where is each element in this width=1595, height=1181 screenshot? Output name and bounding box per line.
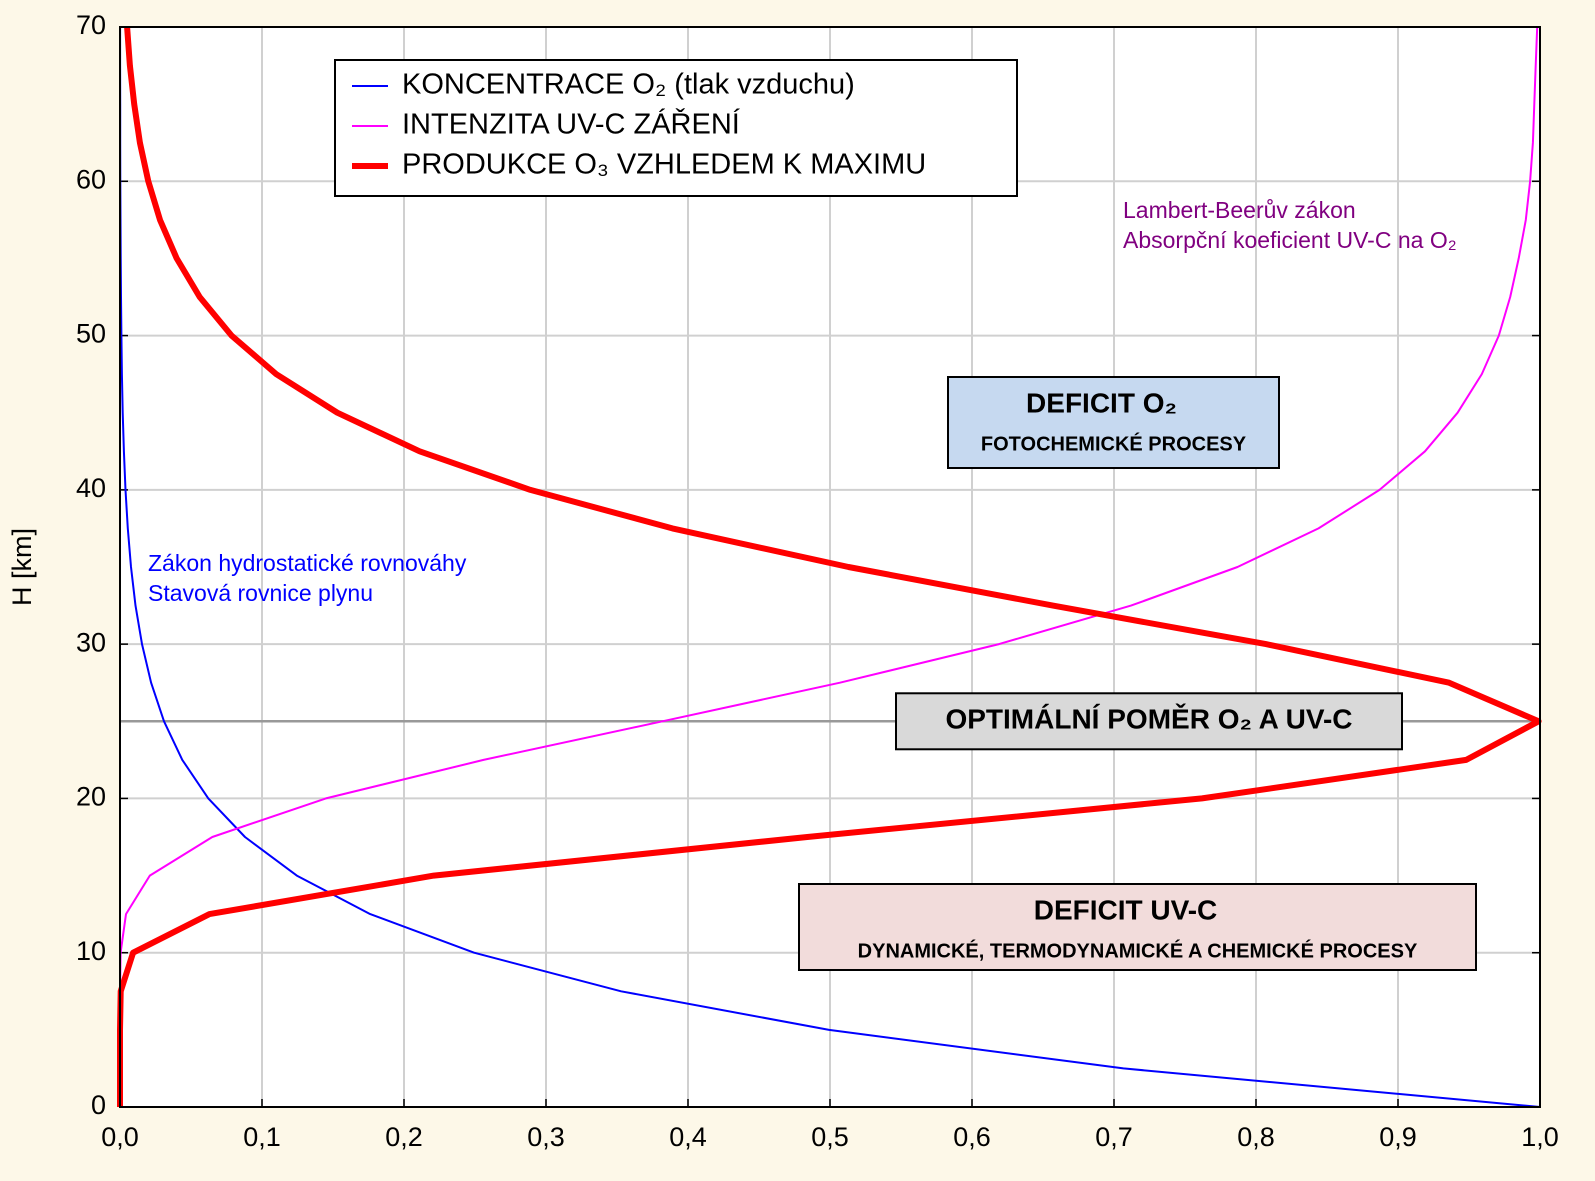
box-subtitle: DYNAMICKÉ, TERMODYNAMICKÉ A CHEMICKÉ PRO… <box>858 939 1418 962</box>
x-tick-label: 0,0 <box>101 1122 139 1152</box>
y-tick-label: 30 <box>76 627 106 657</box>
reference-box <box>895 692 1403 751</box>
annotation: Stavová rovnice plynu <box>148 580 373 606</box>
legend <box>334 59 1018 197</box>
y-tick-label: 10 <box>76 936 106 966</box>
x-tick-label: 0,5 <box>811 1122 849 1152</box>
box-subtitle: FOTOCHEMICKÉ PROCESY <box>981 432 1247 455</box>
x-tick-label: 0,4 <box>669 1122 707 1152</box>
y-tick-label: 40 <box>76 473 106 503</box>
x-tick-label: 0,2 <box>385 1122 423 1152</box>
series-line <box>119 26 1539 1107</box>
annotation-box <box>798 883 1477 971</box>
y-tick-label: 60 <box>76 164 106 194</box>
annotation: Zákon hydrostatické rovnováhy <box>148 550 467 576</box>
x-tick-label: 1,0 <box>1521 1122 1559 1152</box>
x-tick-label: 0,3 <box>527 1122 565 1152</box>
plot-frame <box>119 26 1541 1108</box>
box-title: DEFICIT O₂ <box>1026 387 1177 418</box>
y-tick-label: 70 <box>76 10 106 40</box>
reference-label: OPTIMÁLNÍ POMĚR O₂ A UV-C <box>945 704 1352 735</box>
y-tick-label: 20 <box>76 782 106 812</box>
box-title: DEFICIT UV-C <box>1034 894 1218 925</box>
x-tick-label: 0,8 <box>1237 1122 1275 1152</box>
legend-label: KONCENTRACE O₂ (tlak vzduchu) <box>402 69 855 101</box>
legend-label: PRODUKCE O₃ VZHLEDEM K MAXIMU <box>402 149 926 181</box>
y-tick-label: 50 <box>76 319 106 349</box>
x-tick-label: 0,7 <box>1095 1122 1133 1152</box>
x-tick-label: 0,6 <box>953 1122 991 1152</box>
annotation: Absorpční koeficient UV-C na O₂ <box>1123 227 1457 253</box>
y-axis-label: H [km] <box>7 528 37 606</box>
x-tick-label: 0,9 <box>1379 1122 1417 1152</box>
y-tick-label: 0 <box>91 1090 106 1120</box>
annotation-box <box>947 376 1280 469</box>
annotation: Lambert-Beerův zákon <box>1123 197 1356 223</box>
x-tick-label: 0,1 <box>243 1122 281 1152</box>
legend-label: INTENZITA UV-C ZÁŘENÍ <box>402 108 741 141</box>
series-line <box>117 26 1542 1107</box>
